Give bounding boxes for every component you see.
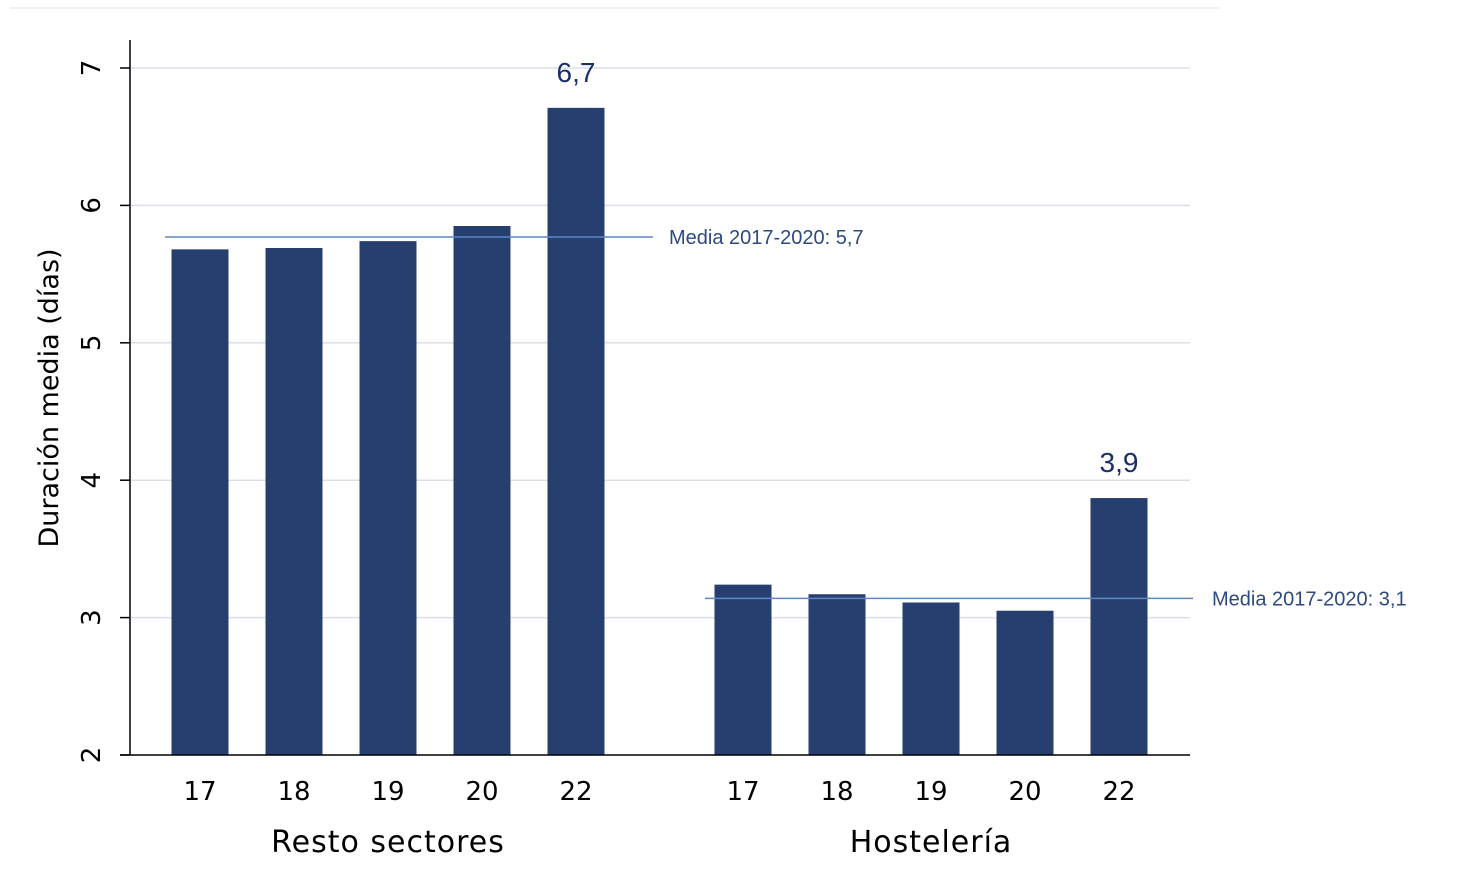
x-tick-label: 20 bbox=[1008, 777, 1041, 807]
bar bbox=[547, 107, 605, 755]
reference-label: Media 2017-2020: 5,7 bbox=[669, 227, 864, 249]
y-tick-label: 5 bbox=[77, 335, 107, 352]
bar bbox=[171, 249, 229, 756]
x-tick-label: 19 bbox=[371, 777, 404, 807]
y-tick-label: 2 bbox=[77, 747, 107, 764]
y-tick-label: 3 bbox=[77, 609, 107, 626]
y-tick-label: 6 bbox=[77, 197, 107, 214]
x-tick-label: 19 bbox=[914, 777, 947, 807]
reference-label: Media 2017-2020: 3,1 bbox=[1212, 588, 1407, 610]
y-axis-title: Duración media (días) bbox=[34, 248, 65, 547]
x-tick-label: 22 bbox=[1102, 777, 1135, 807]
bar bbox=[453, 226, 511, 755]
y-tick-label: 7 bbox=[77, 60, 107, 77]
bar bbox=[265, 247, 323, 755]
axes: 2 3 4 5 6 7 bbox=[77, 40, 1190, 763]
data-label: 6,7 bbox=[557, 57, 596, 88]
group-label: Resto sectores bbox=[271, 825, 505, 860]
x-tick-label: 17 bbox=[726, 777, 759, 807]
bar bbox=[902, 602, 960, 755]
bar bbox=[808, 594, 866, 755]
labels: 17 18 19 20 22 6,7 Resto sectores Media 2017-20… bbox=[183, 57, 1406, 860]
x-tick-label: 22 bbox=[559, 777, 592, 807]
reference-lines bbox=[165, 236, 1193, 600]
bar bbox=[359, 241, 417, 755]
bar bbox=[1090, 498, 1148, 755]
group-label: Hostelería bbox=[850, 825, 1013, 860]
y-tick-label: 4 bbox=[77, 472, 107, 489]
data-label: 3,9 bbox=[1100, 447, 1139, 478]
x-tick-label: 18 bbox=[820, 777, 853, 807]
x-tick-label: 17 bbox=[183, 777, 216, 807]
bar bbox=[996, 610, 1054, 755]
bar bbox=[714, 584, 772, 755]
bars bbox=[171, 107, 1148, 756]
x-tick-label: 20 bbox=[465, 777, 498, 807]
x-tick-label: 18 bbox=[277, 777, 310, 807]
